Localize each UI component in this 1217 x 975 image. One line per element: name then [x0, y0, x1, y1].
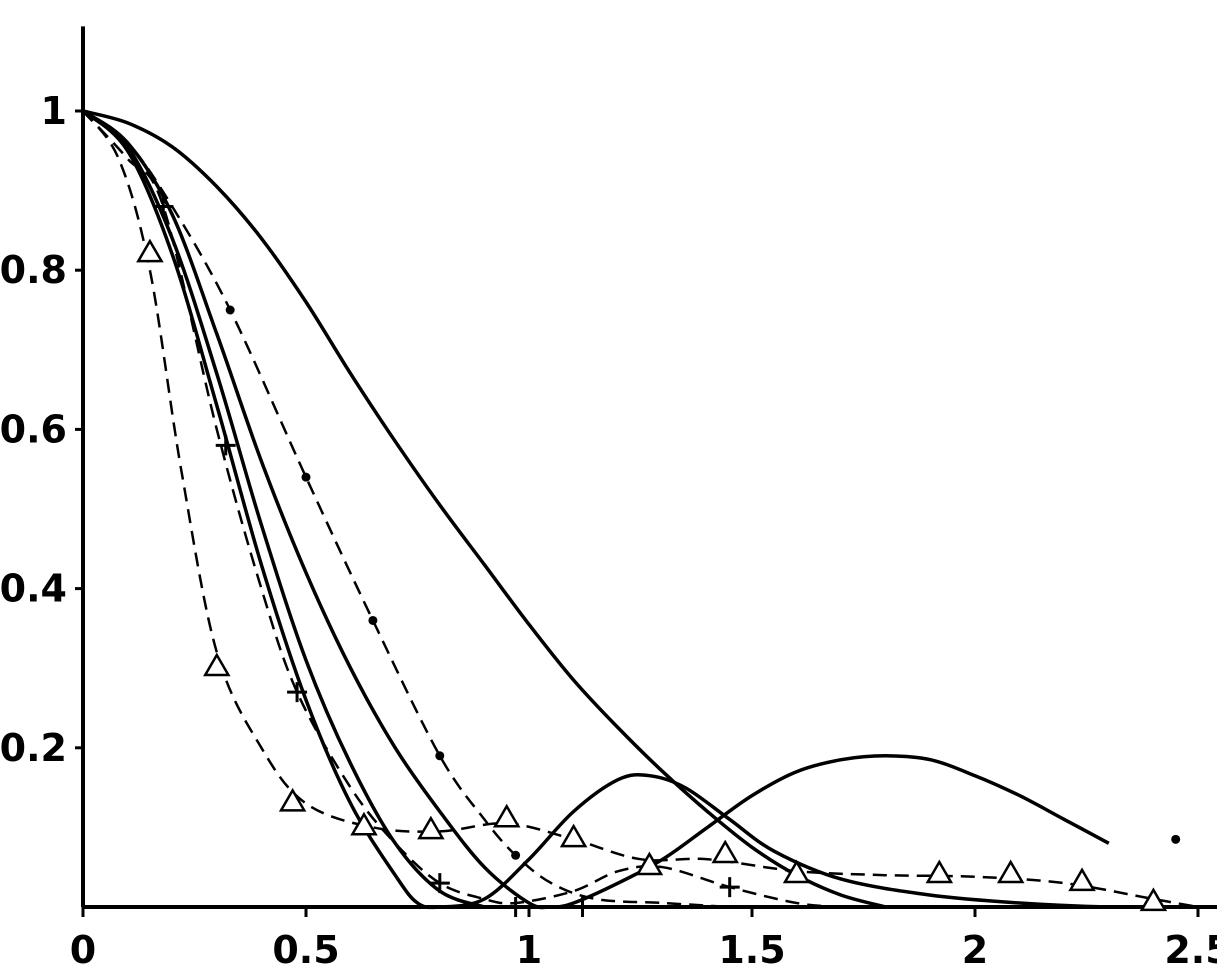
- x-tick-label: 1.5: [718, 928, 785, 972]
- triangle-marker: [203, 652, 231, 677]
- triangle-marker: [417, 815, 445, 840]
- dot-marker: [301, 472, 311, 482]
- tick-labels: 0 0.5 1 1.5 2 2.5 0.2 0.4 0.6 0.8 1: [0, 89, 1217, 972]
- x-tick-label: 2.5: [1164, 928, 1217, 972]
- plus-marker: [505, 897, 526, 917]
- axes: [75, 26, 1217, 917]
- triangle-marker: [136, 238, 164, 263]
- dot-marker: [225, 305, 235, 315]
- plus-marker: [153, 196, 174, 217]
- triangle-marker: [1139, 887, 1168, 912]
- triangle-marker: [711, 839, 740, 864]
- series-1-line: [82, 109, 887, 909]
- triangle-marker: [1068, 867, 1096, 892]
- triangle-marker: [782, 859, 811, 884]
- y-tick-label: 0.8: [0, 248, 67, 292]
- plus-marker: [572, 897, 593, 917]
- series-7-line: [81, 110, 1199, 909]
- dot-marker: [1171, 834, 1181, 844]
- marker-layer: [136, 196, 1181, 917]
- x-tick-label: 1: [516, 928, 542, 972]
- x-tick-label: 2: [962, 928, 988, 972]
- plus-marker: [429, 873, 450, 894]
- y-tick-label: 0.4: [0, 567, 67, 611]
- triangle-marker: [996, 859, 1025, 884]
- series-2-line: [81, 109, 1110, 910]
- plus-marker: [215, 435, 236, 456]
- y-tick-label: 0.6: [0, 407, 67, 451]
- series-3-line: [81, 109, 1199, 910]
- y-tick-label: 0.2: [0, 726, 67, 770]
- dot-marker: [511, 850, 521, 860]
- plus-marker: [287, 682, 308, 703]
- x-tick-label: 0.5: [272, 928, 339, 972]
- plus-marker: [719, 877, 740, 898]
- series-layer: [81, 109, 1199, 910]
- dot-marker: [368, 615, 378, 625]
- x-tick-label: 0: [70, 928, 96, 972]
- triangle-marker: [559, 823, 588, 848]
- series-6-line: [82, 110, 842, 909]
- triangle-marker: [635, 851, 664, 876]
- triangle-marker: [278, 787, 307, 812]
- triangle-marker: [925, 859, 954, 884]
- triangle-marker: [492, 803, 521, 828]
- y-tick-label: 1: [41, 89, 67, 133]
- triangle-marker: [350, 811, 378, 836]
- series-5-line: [82, 109, 730, 909]
- dot-marker: [435, 751, 445, 761]
